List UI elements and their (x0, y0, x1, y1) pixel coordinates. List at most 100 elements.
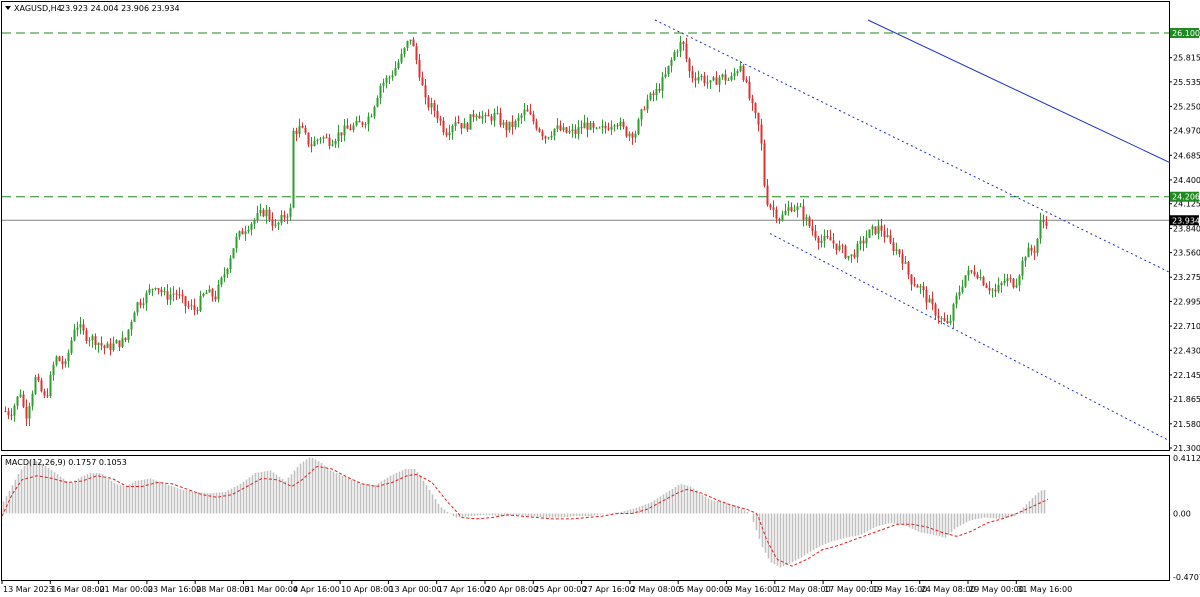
candle (589, 121, 592, 131)
triangle-down-icon[interactable] (5, 6, 11, 10)
candle (679, 35, 682, 58)
candle (886, 227, 889, 238)
candle (745, 76, 748, 84)
candle (34, 374, 37, 396)
channel-line-1[interactable] (769, 233, 1171, 442)
candle (253, 218, 256, 229)
candle (445, 128, 448, 138)
candle (436, 104, 439, 123)
candle (793, 204, 796, 213)
candle (613, 123, 616, 132)
candle (214, 290, 217, 302)
candle (259, 203, 262, 217)
candle (580, 120, 583, 134)
x-tick-label: 5 May 00:00 (679, 585, 729, 594)
x-tick-label: 29 May 00:00 (969, 585, 1024, 594)
candle (244, 225, 247, 241)
x-tick-label: 25 Apr 00:00 (534, 585, 586, 594)
horizontal-levels (2, 32, 1169, 221)
candle (715, 71, 718, 85)
symbol-label: XAGUSD,H4 (14, 4, 62, 13)
candle (907, 260, 910, 280)
candle (634, 130, 637, 143)
candle (766, 179, 769, 207)
candle (976, 271, 979, 280)
macd-signal-line (1, 465, 1049, 567)
candle (22, 390, 25, 409)
candle (286, 213, 289, 224)
x-tick-label: 31 May 16:00 (1017, 585, 1072, 594)
candle (670, 57, 673, 73)
candle (373, 105, 376, 119)
candle (334, 138, 337, 148)
channel-line-0[interactable] (654, 19, 1171, 273)
candle (133, 311, 136, 322)
candle (724, 69, 727, 85)
candle (394, 61, 397, 77)
candle (91, 334, 94, 348)
candle (271, 212, 274, 231)
candle (721, 73, 724, 80)
candle (94, 333, 97, 350)
candle (598, 126, 601, 129)
candle (241, 228, 244, 235)
x-tick-label: 2 May 08:00 (631, 585, 681, 594)
candle (862, 235, 865, 252)
candle (631, 131, 634, 145)
trend-line[interactable] (867, 19, 1171, 164)
candle (472, 109, 475, 122)
candle (931, 291, 934, 311)
candle (70, 337, 73, 355)
candle (211, 287, 214, 302)
candle (421, 71, 424, 86)
candle (919, 284, 922, 294)
candle (1003, 273, 1006, 286)
price-labels: 26.100 24.206 23.934 (1170, 27, 1200, 226)
macd-tick-label: 0.4112 (1173, 454, 1200, 463)
candle (118, 340, 121, 352)
candle (628, 131, 631, 141)
candle (268, 206, 271, 222)
candle (688, 57, 691, 78)
candle (358, 115, 361, 123)
x-tick-label: 13 Apr 00:00 (389, 585, 441, 594)
candle (928, 295, 931, 303)
candle (274, 218, 277, 229)
candle (814, 225, 817, 241)
y-tick-label: 24.125 (1173, 200, 1200, 209)
candle (490, 113, 493, 125)
candle (853, 249, 856, 259)
candle (460, 123, 463, 135)
candle (448, 124, 451, 141)
candle (37, 373, 40, 383)
candle (730, 72, 733, 82)
candle (937, 308, 940, 324)
candle (943, 312, 946, 322)
candle (478, 111, 481, 119)
candle (379, 83, 382, 105)
candle (517, 113, 520, 128)
candle (820, 234, 823, 248)
candle (556, 117, 559, 132)
candle (289, 203, 292, 221)
candle (1042, 214, 1045, 229)
candle (955, 292, 958, 309)
candle (649, 92, 652, 102)
candle (520, 113, 523, 125)
candle (382, 78, 385, 93)
candle (592, 120, 595, 133)
candle (583, 114, 586, 129)
candle (970, 269, 973, 274)
candle (703, 71, 706, 87)
candle (991, 288, 994, 298)
candle (658, 83, 661, 93)
candle (352, 122, 355, 133)
candle (112, 336, 115, 352)
candle (469, 114, 472, 130)
candle (115, 339, 118, 344)
candle (364, 122, 367, 129)
candle (502, 119, 505, 128)
y-tick-label: 23.840 (1173, 224, 1200, 233)
